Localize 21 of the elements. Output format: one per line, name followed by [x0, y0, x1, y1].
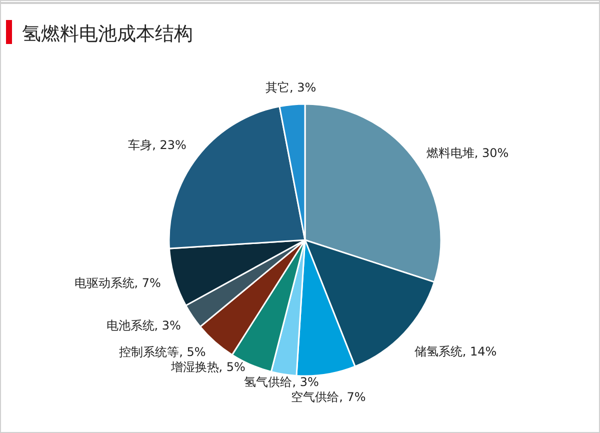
slice-label: 氢气供给 — [244, 375, 292, 390]
slice-label: 储氢系统 — [414, 344, 462, 359]
data-label: , 3% — [292, 375, 319, 390]
data-label: , 3% — [290, 80, 316, 95]
data-label: , 30% — [474, 146, 509, 160]
slice-label: 其它 — [266, 80, 290, 95]
data-label: , 7% — [339, 390, 366, 404]
data-label: , 5% — [218, 360, 246, 374]
data-label: , 14% — [462, 344, 497, 359]
data-label: , 7% — [134, 276, 161, 290]
slice-label: 空气供给 — [291, 390, 340, 404]
slice-label: 控制系统等 — [119, 345, 180, 360]
data-label: , 23% — [152, 138, 186, 152]
slice-label: 燃料电堆 — [426, 146, 474, 160]
slice-label: 电驱动系统 — [74, 276, 134, 290]
slice-label: 增湿换热 — [170, 360, 219, 374]
data-label: , 5% — [179, 345, 206, 360]
chart-title: 氢燃料电池成本结构 — [22, 23, 193, 45]
data-label: , 3% — [154, 318, 181, 332]
slice-label: 电池系统 — [106, 318, 154, 332]
slice-label: 车身 — [128, 138, 152, 152]
